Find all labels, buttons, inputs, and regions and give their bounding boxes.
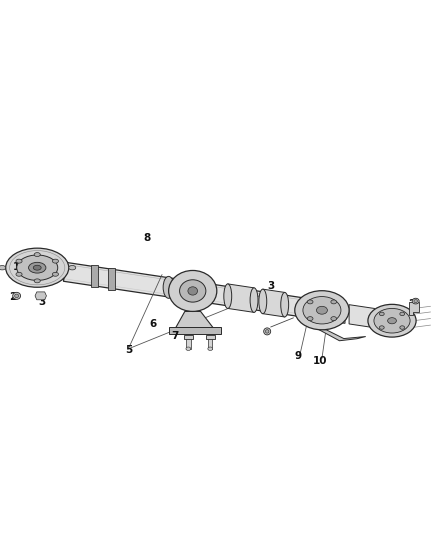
Polygon shape (318, 329, 366, 341)
Ellipse shape (180, 280, 206, 302)
Ellipse shape (295, 290, 349, 330)
Text: 7: 7 (172, 330, 179, 341)
Ellipse shape (379, 312, 384, 316)
Ellipse shape (188, 287, 198, 295)
Ellipse shape (34, 279, 40, 283)
Ellipse shape (17, 255, 58, 280)
Text: 5: 5 (126, 345, 133, 355)
Ellipse shape (316, 306, 328, 314)
Ellipse shape (224, 284, 232, 309)
Ellipse shape (69, 265, 76, 270)
Ellipse shape (264, 328, 271, 335)
Ellipse shape (53, 272, 59, 276)
Polygon shape (184, 335, 193, 339)
Polygon shape (349, 305, 374, 328)
Ellipse shape (281, 293, 289, 317)
Ellipse shape (0, 265, 6, 270)
Text: 1: 1 (13, 262, 20, 272)
Polygon shape (64, 262, 320, 320)
Ellipse shape (33, 265, 41, 270)
Polygon shape (228, 284, 254, 312)
Ellipse shape (163, 277, 174, 298)
Text: 3: 3 (267, 281, 274, 291)
Polygon shape (35, 292, 46, 300)
Text: 9: 9 (294, 351, 301, 361)
Text: 3: 3 (38, 297, 45, 308)
Polygon shape (206, 335, 215, 339)
Text: 2: 2 (10, 292, 17, 302)
Ellipse shape (14, 294, 18, 297)
Text: 8: 8 (143, 233, 150, 243)
Text: 10: 10 (312, 356, 327, 366)
Ellipse shape (186, 347, 191, 351)
Ellipse shape (414, 300, 417, 303)
Ellipse shape (16, 272, 22, 276)
Ellipse shape (307, 300, 313, 304)
Ellipse shape (331, 317, 336, 320)
Ellipse shape (13, 292, 21, 300)
Ellipse shape (250, 288, 258, 312)
Polygon shape (169, 327, 221, 334)
Ellipse shape (16, 259, 22, 263)
Ellipse shape (388, 318, 396, 324)
Ellipse shape (331, 300, 336, 304)
Ellipse shape (265, 329, 269, 333)
Ellipse shape (208, 347, 212, 351)
Ellipse shape (259, 289, 267, 314)
Polygon shape (409, 302, 419, 314)
Polygon shape (108, 268, 115, 290)
Polygon shape (263, 289, 285, 317)
Polygon shape (320, 300, 345, 324)
Polygon shape (91, 265, 98, 287)
Ellipse shape (374, 309, 410, 333)
Ellipse shape (28, 262, 46, 273)
Ellipse shape (53, 259, 59, 263)
Ellipse shape (303, 296, 341, 324)
Text: 2: 2 (408, 298, 415, 309)
Ellipse shape (307, 317, 313, 320)
Polygon shape (208, 339, 212, 349)
Polygon shape (173, 311, 217, 333)
Ellipse shape (400, 312, 405, 316)
Ellipse shape (379, 326, 384, 329)
Polygon shape (186, 339, 191, 349)
Ellipse shape (400, 326, 405, 329)
Text: 6: 6 (150, 319, 157, 329)
Ellipse shape (6, 248, 69, 287)
Ellipse shape (34, 253, 40, 256)
Text: 4: 4 (42, 262, 49, 272)
Ellipse shape (169, 270, 217, 311)
Ellipse shape (412, 298, 419, 304)
Ellipse shape (368, 304, 416, 337)
